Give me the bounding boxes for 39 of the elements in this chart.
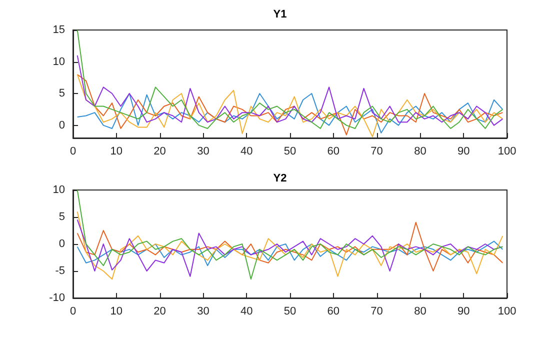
x-tick-label: 0 (70, 146, 76, 158)
y-tick-label: 0 (58, 238, 65, 250)
x-tick-label: 40 (240, 306, 253, 318)
x-tick-label: 0 (70, 306, 76, 318)
x-tick-label: 70 (370, 306, 383, 318)
x-tick-label: 40 (240, 146, 253, 158)
x-tick-label: 30 (197, 146, 210, 158)
line-series (76, 240, 504, 266)
y-tick-label: 5 (58, 88, 65, 100)
x-tick-label: 100 (498, 146, 516, 158)
line-series (76, 190, 504, 280)
y-tick-label: 5 (58, 211, 65, 223)
line-series (76, 93, 504, 134)
x-tick-label: 60 (327, 306, 340, 318)
chart-title: Y1 (273, 8, 287, 20)
x-tick-label: 60 (327, 146, 340, 158)
line-series (76, 54, 504, 126)
x-tick-label: 20 (154, 306, 166, 318)
line-series (76, 30, 504, 129)
y-tick-label: -10 (49, 292, 65, 304)
y-tick-label: 10 (52, 56, 65, 68)
x-tick-label: 10 (110, 306, 123, 318)
y-tick-label: 10 (52, 184, 65, 196)
x-tick-label: 80 (414, 306, 426, 318)
x-tick-label: 20 (154, 146, 166, 158)
x-tick-label: 30 (197, 306, 210, 318)
x-tick-label: 50 (284, 306, 296, 318)
x-tick-label: 10 (110, 146, 123, 158)
x-tick-label: 90 (457, 306, 470, 318)
y-tick-label: -5 (55, 265, 65, 277)
x-tick-label: 90 (457, 146, 470, 158)
chart-title: Y2 (273, 172, 287, 184)
x-tick-label: 70 (370, 146, 383, 158)
line-series (76, 211, 504, 280)
y-tick-label: 0 (58, 119, 65, 132)
x-tick-label: 50 (284, 146, 296, 158)
x-tick-label: 80 (414, 146, 426, 158)
y-tick-label: 15 (52, 24, 65, 36)
x-tick-label: 100 (498, 306, 516, 318)
